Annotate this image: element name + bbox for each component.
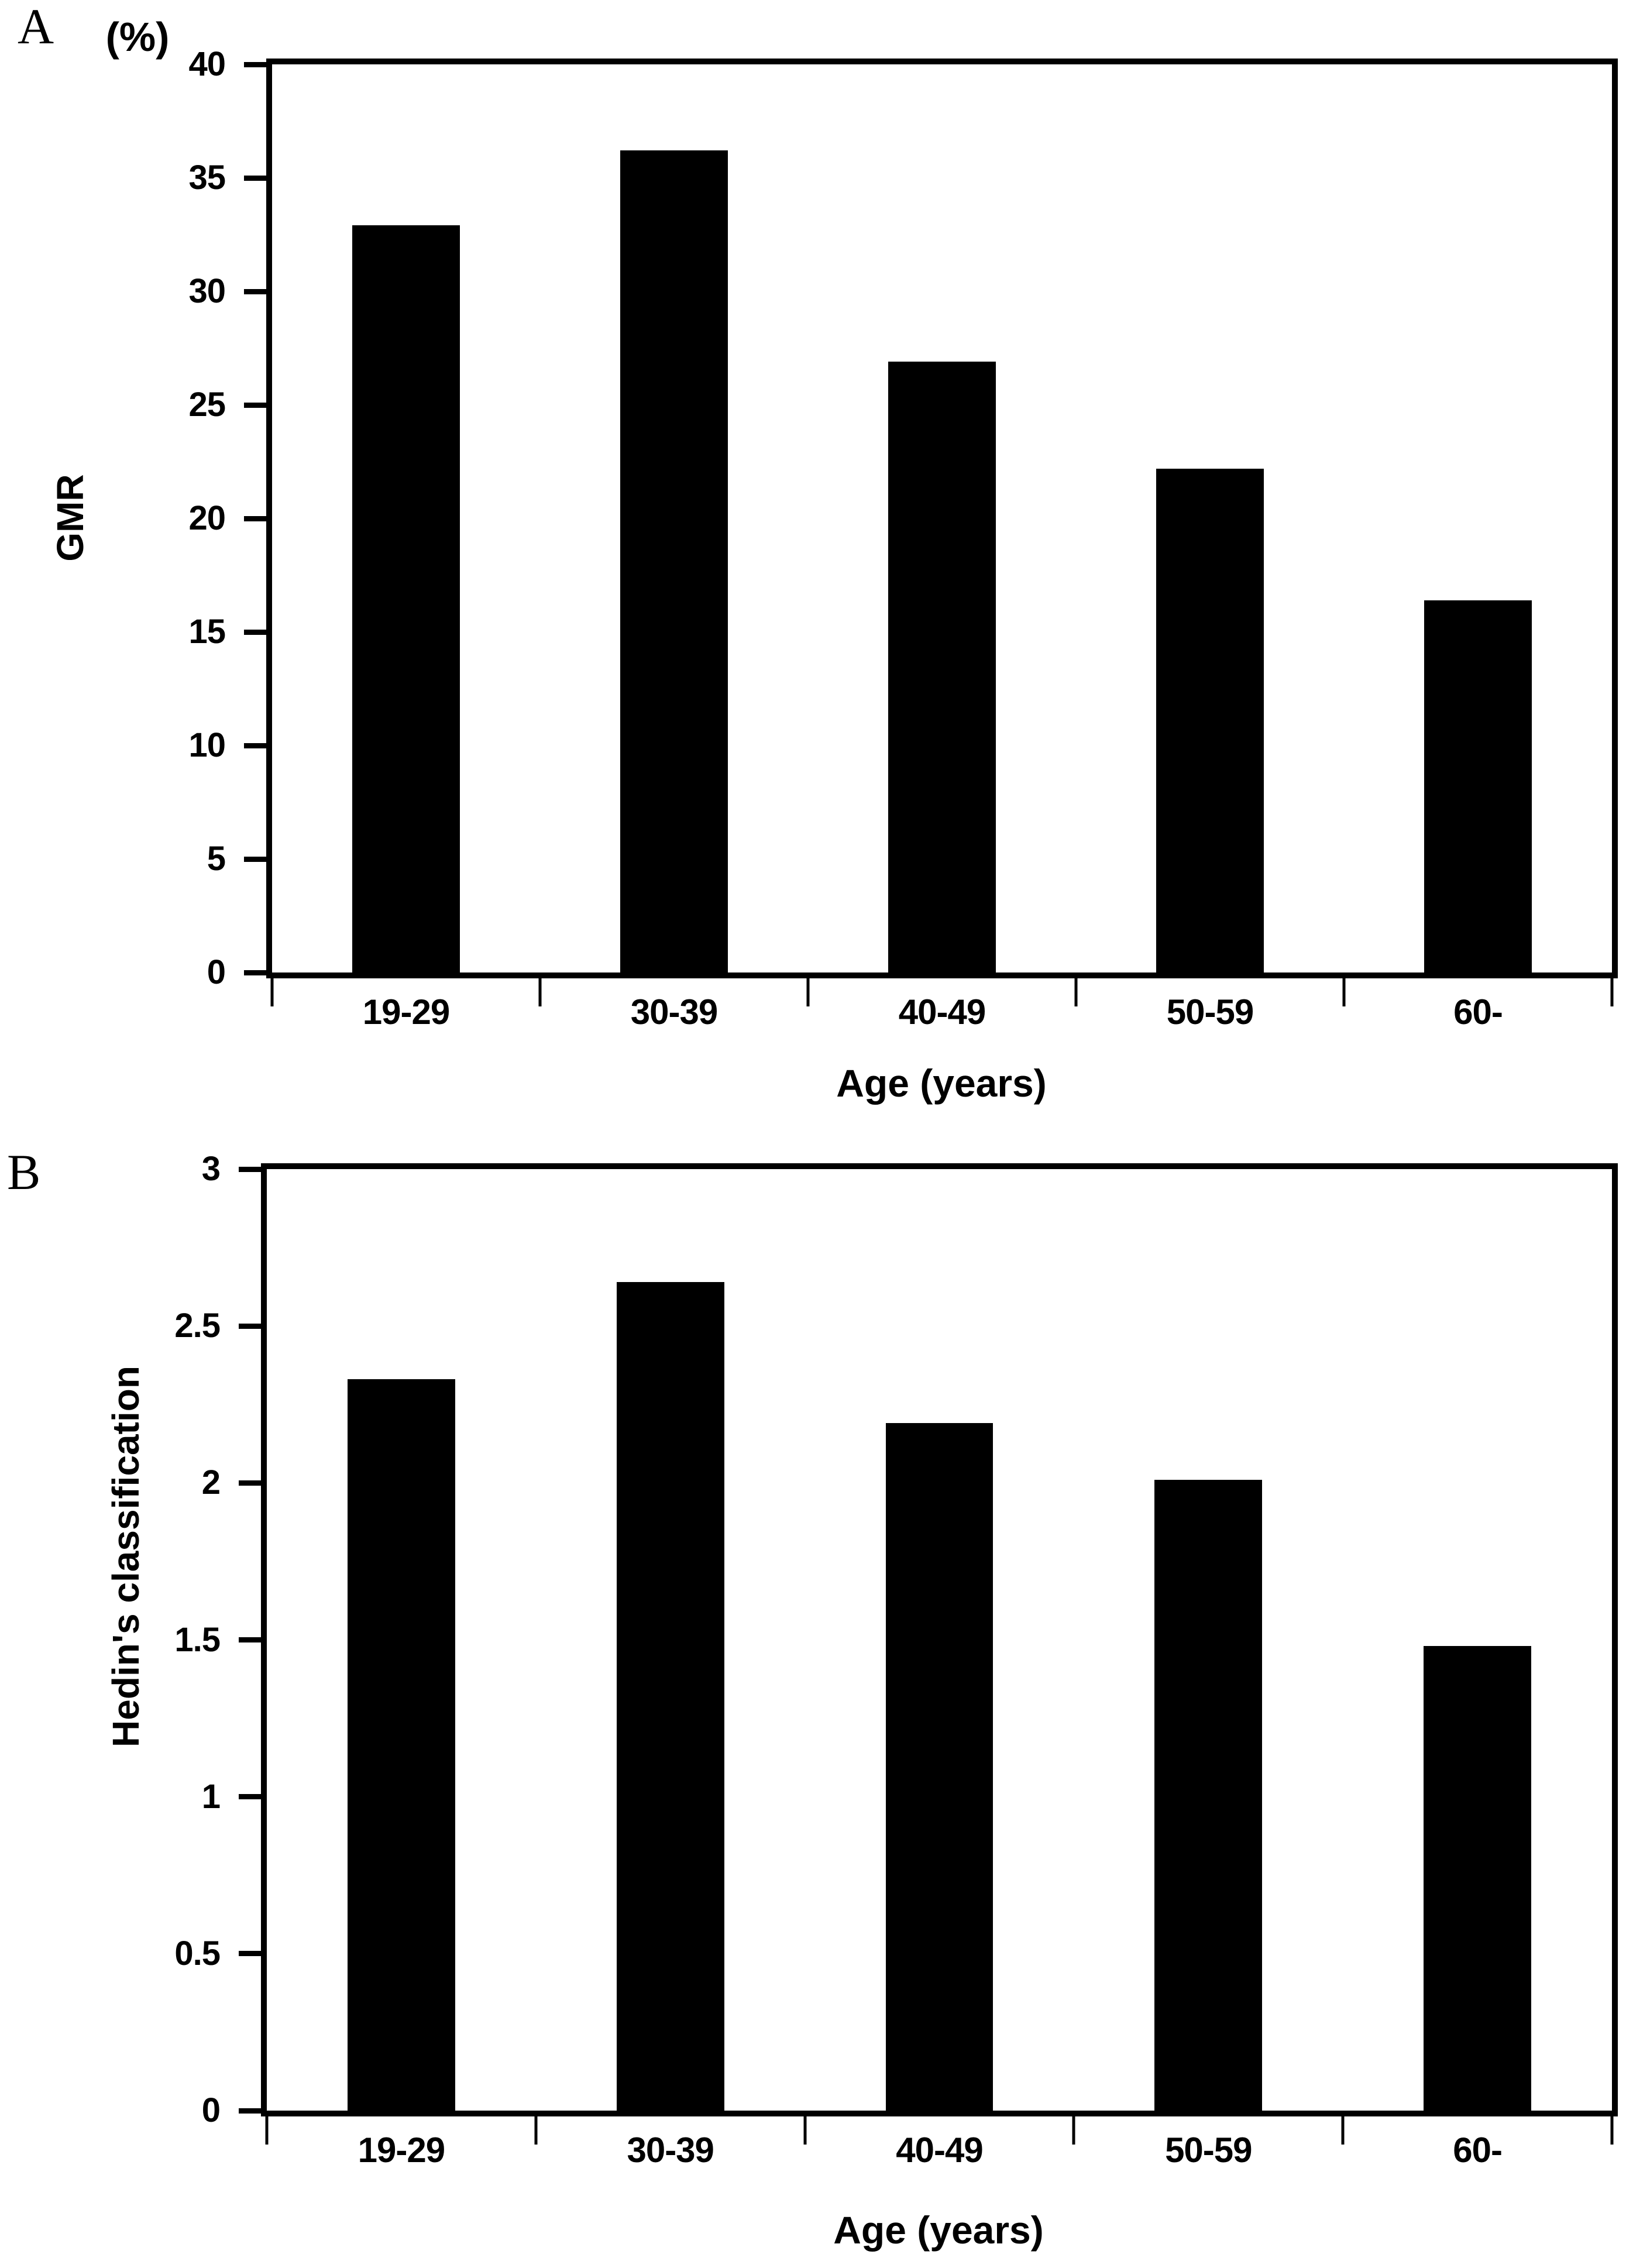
bar (888, 362, 996, 973)
y-axis-tick-label: 0 (201, 2091, 221, 2129)
panel-b-letter: B (7, 1144, 41, 1200)
y-axis-title-gmr: GMR (49, 474, 91, 562)
bar (620, 150, 728, 973)
x-axis-category-label: 30-39 (630, 992, 718, 1032)
y-axis-tick (239, 1166, 261, 1172)
x-axis-category-label: 40-49 (898, 992, 986, 1032)
x-axis-boundary-tick (1341, 2111, 1345, 2145)
x-axis-boundary-tick (1610, 2111, 1614, 2145)
x-axis-category-label: 19-29 (362, 992, 450, 1032)
y-axis-tick (239, 1480, 261, 1486)
y-axis-tick (244, 516, 266, 521)
y-axis-tick (244, 61, 266, 67)
bar (1424, 1646, 1532, 2111)
plot-area: 0 5 10 15 20 25 30 35 40 19-29 30-39 40-49 50-59 60- (188, 45, 1618, 1030)
y-axis-tick (239, 1951, 261, 1957)
y-axis-tick-label: 0.5 (174, 1934, 221, 1973)
y-axis-tick-label: 1 (201, 1777, 221, 1816)
x-axis-category-label: 30-39 (627, 2130, 714, 2170)
y-axis-tick-label: 2 (201, 1463, 221, 1502)
plot-area: 0 0.5 1 1.5 2 2.5 3 19-29 30-39 40-49 50-59 60- (174, 1150, 1618, 2168)
x-axis-boundary-tick (1342, 973, 1346, 1006)
bar (616, 1282, 724, 2111)
x-axis-boundary-tick (1610, 973, 1614, 1006)
x-axis-boundary-tick (1072, 2111, 1075, 2145)
y-axis-tick (244, 970, 266, 975)
y-axis-tick-label: 1.5 (174, 1620, 221, 1659)
x-axis-boundary-tick (803, 2111, 807, 2145)
y-axis-tick (244, 629, 266, 635)
y-axis-title-hedin: Hedin's classification (105, 1366, 147, 1747)
x-axis-category-label: 50-59 (1165, 2130, 1252, 2170)
y-axis-tick (244, 175, 266, 181)
y-axis-tick-label: 35 (188, 159, 226, 197)
x-axis-category-label: 60- (1453, 2130, 1503, 2170)
y-axis-tick (244, 402, 266, 408)
x-axis-category-label: 19-29 (357, 2130, 445, 2170)
bar (1156, 468, 1264, 973)
y-axis-tick-label: 25 (188, 386, 226, 424)
x-axis-category-label: 40-49 (896, 2130, 983, 2170)
y-axis-tick (244, 856, 266, 862)
y-axis-tick-label: 10 (188, 726, 226, 764)
y-axis-tick (244, 288, 266, 294)
x-axis-title-a: Age (years) (836, 1061, 1047, 1105)
bar (1154, 1479, 1263, 2111)
y-axis-tick (239, 1637, 261, 1642)
x-axis-boundary-tick (1074, 973, 1078, 1006)
y-axis-tick-label: 3 (201, 1150, 221, 1188)
x-axis-category-label: 60- (1453, 992, 1503, 1032)
y-axis-tick-label: 0 (207, 953, 226, 991)
panel-a-letter: A (18, 0, 54, 54)
y-axis-tick (239, 2108, 261, 2114)
x-axis-boundary-tick (806, 973, 810, 1006)
x-axis-boundary-tick (538, 973, 542, 1006)
x-axis-boundary-tick (534, 2111, 538, 2145)
y-axis-tick (239, 1323, 261, 1329)
y-axis-tick-label: 5 (207, 840, 226, 878)
x-axis-boundary-tick (270, 973, 274, 1006)
x-axis-title-b: Age (years) (833, 2208, 1044, 2252)
bar (1424, 600, 1532, 973)
x-axis-boundary-tick (265, 2111, 269, 2145)
y-axis-tick-label: 2.5 (174, 1307, 221, 1345)
y-axis-tick-label: 20 (188, 499, 226, 537)
y-axis-unit-label: (%) (105, 14, 170, 60)
bar (352, 225, 460, 973)
y-axis-tick-label: 15 (188, 613, 226, 651)
bar (347, 1379, 455, 2111)
y-axis-tick-label: 30 (188, 272, 226, 310)
bar (885, 1423, 994, 2111)
y-axis-tick (244, 743, 266, 748)
y-axis-tick-label: 40 (188, 45, 226, 83)
y-axis-tick (239, 1794, 261, 1800)
x-axis-category-label: 50-59 (1166, 992, 1254, 1032)
